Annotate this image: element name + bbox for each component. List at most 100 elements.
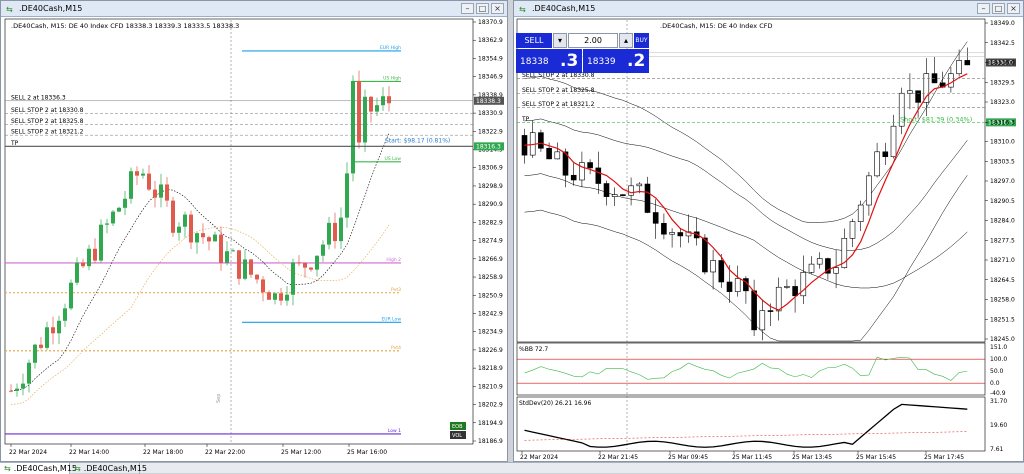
bb-indicator-pane: %BB 72.7 151.0 100.0 50.0 0.0 -40.9 bbox=[517, 344, 1007, 397]
candle-body bbox=[171, 200, 175, 233]
close-button[interactable]: × bbox=[491, 3, 504, 14]
candle-body bbox=[751, 290, 757, 331]
close-button[interactable]: × bbox=[1007, 3, 1020, 14]
profit-label: Start: $98.17 (0.81%) bbox=[385, 138, 450, 145]
left-chart-window[interactable]: ⇆ .DE40Cash,M15 – □ × .DE40Cash, M15: DE 4… bbox=[0, 0, 508, 462]
bb-lower bbox=[524, 175, 968, 342]
candle-body bbox=[816, 258, 823, 265]
price-tick-label: 18218.9 bbox=[478, 365, 503, 372]
left-time-axis[interactable]: 22 Mar 2024 22 Mar 14:00 22 Mar 18:00 22 Ma… bbox=[9, 444, 387, 456]
candle-body bbox=[726, 281, 733, 292]
order-label: SELL STOP 2 at 18330.8 bbox=[522, 72, 595, 79]
candle-body bbox=[734, 278, 741, 292]
price-tick-label: 18226.9 bbox=[478, 347, 503, 354]
candle-body bbox=[327, 222, 331, 245]
tab-chart-1[interactable]: ⇆ .DE40Cash,M15 bbox=[0, 463, 77, 474]
candle-body bbox=[357, 80, 361, 143]
candle-body bbox=[195, 233, 199, 243]
session-label: Sep bbox=[216, 394, 222, 403]
price-tick-label: 18330.9 bbox=[478, 110, 503, 117]
stddev-label: StdDev(20) 26.21 16.96 bbox=[519, 400, 591, 407]
stddev-ma-line bbox=[524, 431, 968, 441]
bb-tick-label: 100.0 bbox=[990, 356, 1007, 363]
price-tick-label: 18277.5 bbox=[990, 237, 1015, 244]
candle-body bbox=[207, 237, 211, 242]
candle-body bbox=[219, 234, 223, 263]
right-chart-window[interactable]: ⇆ .DE40Cash,M15 – □ × .DE40Cash, M15: DE 4… bbox=[513, 0, 1024, 462]
tab-chart-2[interactable]: ⇆ .DE40Cash,M15 bbox=[70, 463, 147, 474]
candle-body bbox=[123, 198, 127, 208]
tp-price-label: 18316.3 bbox=[988, 119, 1013, 126]
chart-icon: ⇆ bbox=[4, 464, 11, 473]
left-price-axis[interactable]: 18370.9 18362.9 18354.9 18346.9 18338.9 18330… bbox=[473, 19, 503, 445]
price-tick-label: 18362.9 bbox=[478, 37, 503, 44]
candle-body bbox=[611, 194, 618, 197]
candle-body bbox=[51, 327, 55, 334]
ma-fast bbox=[10, 132, 390, 392]
candle-body bbox=[153, 189, 157, 198]
price-tick-label: 18303.5 bbox=[990, 158, 1015, 165]
right-chart-info: .DE40Cash, M15: DE 40 Index CFD bbox=[660, 22, 773, 30]
minimize-button[interactable]: – bbox=[977, 3, 990, 14]
price-tick-label: 18202.9 bbox=[478, 402, 503, 409]
candle-body bbox=[351, 80, 355, 174]
right-candles bbox=[521, 47, 971, 341]
sell-button[interactable]: SELL bbox=[516, 33, 552, 48]
low-1-label: Low 1 bbox=[388, 428, 401, 434]
time-tick-label: 25 Mar 15:45 bbox=[856, 454, 896, 461]
lot-size-input[interactable]: 2.00 bbox=[568, 33, 618, 48]
candle-body bbox=[710, 260, 716, 273]
sell-price[interactable]: 18338 .3 bbox=[516, 49, 582, 73]
left-price-chart[interactable]: .DE40Cash, M15: DE 40 Index CFD 18338.3 … bbox=[1, 17, 507, 461]
candle-body bbox=[375, 105, 379, 112]
candle-body bbox=[273, 293, 277, 300]
time-tick-label: 25 Mar 12:00 bbox=[281, 449, 321, 456]
tp-price-box bbox=[986, 118, 1016, 127]
candle-body bbox=[27, 362, 31, 384]
candle-body bbox=[620, 194, 626, 196]
candle-body bbox=[767, 310, 774, 312]
right-price-chart[interactable]: .DE40Cash, M15: DE 40 Index CFD SELL STO… bbox=[514, 17, 1023, 461]
candle-body bbox=[309, 267, 313, 270]
maximize-button[interactable]: □ bbox=[992, 3, 1005, 14]
candle-body bbox=[652, 212, 659, 224]
price-tick-label: 18346.9 bbox=[478, 74, 503, 81]
candle-body bbox=[603, 183, 610, 197]
minimize-button[interactable]: – bbox=[461, 3, 474, 14]
candle-body bbox=[759, 310, 766, 331]
buy-price[interactable]: 18339 .2 bbox=[583, 49, 649, 73]
candle-body bbox=[249, 259, 253, 275]
buy-price-small: 18339 bbox=[587, 57, 616, 67]
bb-mid-upper bbox=[524, 118, 968, 251]
right-price-axis[interactable]: 18349.0 18342.5 18336.0 18329.5 18323.0 18316… bbox=[985, 20, 1015, 343]
candle-body bbox=[201, 233, 205, 238]
candle-body bbox=[147, 173, 151, 190]
candle-body bbox=[685, 231, 692, 237]
tp-price-box bbox=[474, 142, 504, 151]
price-tick-label: 18251.5 bbox=[990, 316, 1015, 323]
lot-increase-button[interactable]: ▴ bbox=[619, 33, 633, 48]
left-titlebar[interactable]: ⇆ .DE40Cash,M15 – □ × bbox=[1, 1, 507, 17]
buy-button[interactable]: BUY bbox=[634, 33, 649, 48]
candle-body bbox=[21, 383, 25, 389]
candle-body bbox=[231, 250, 235, 252]
current-price-label: 18338.3 bbox=[476, 98, 501, 105]
candle-body bbox=[661, 223, 667, 235]
time-tick-label: 22 Mar 14:00 bbox=[69, 449, 109, 456]
right-titlebar[interactable]: ⇆ .DE40Cash,M15 – □ × bbox=[514, 1, 1023, 17]
candle-body bbox=[237, 250, 241, 279]
right-time-axis[interactable]: 22 Mar 2024 22 Mar 21:45 25 Mar 09:45 25 Ma… bbox=[520, 451, 964, 461]
price-tick-label: 18290.9 bbox=[478, 201, 503, 208]
lot-decrease-button[interactable]: ▾ bbox=[553, 33, 567, 48]
candle-body bbox=[87, 248, 91, 267]
candle-body bbox=[141, 173, 145, 176]
candle-body bbox=[636, 183, 643, 187]
right-window-controls: – □ × bbox=[975, 3, 1020, 15]
candle-body bbox=[39, 344, 43, 348]
candle-body bbox=[677, 232, 684, 237]
current-price-box bbox=[474, 96, 504, 105]
candle-body bbox=[291, 262, 295, 295]
maximize-button[interactable]: □ bbox=[476, 3, 489, 14]
left-order-lines[interactable]: SELL 2 at 18336.3 SELL STOP 2 at 18330.8 S… bbox=[5, 94, 504, 151]
candle-body bbox=[874, 151, 880, 177]
